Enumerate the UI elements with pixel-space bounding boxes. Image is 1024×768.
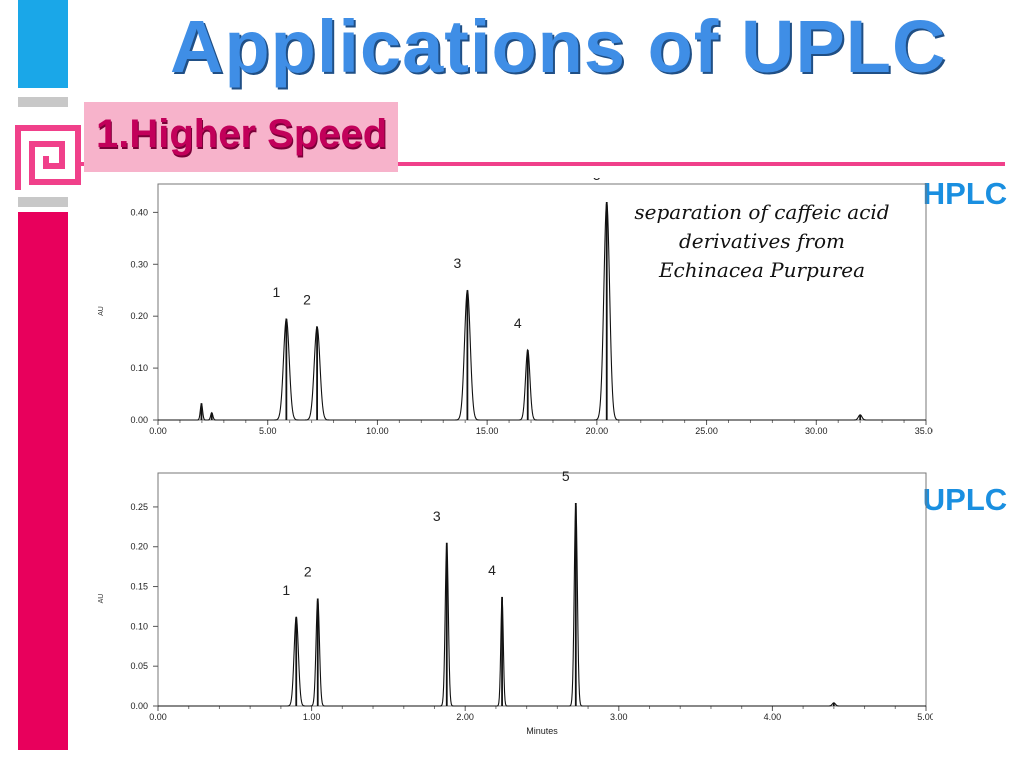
peak-label: 3 — [453, 255, 461, 271]
y-tick-label: 0.10 — [130, 621, 148, 631]
x-tick-label: 10.00 — [366, 426, 389, 436]
gray-divider-bar — [18, 97, 68, 107]
section-subtitle: 1.Higher Speed — [96, 112, 388, 156]
x-tick-label: 5.00 — [917, 712, 933, 722]
accent-line — [75, 162, 1005, 166]
greek-key-ornament — [15, 125, 81, 190]
x-tick-label: 1.00 — [303, 712, 321, 722]
x-tick-label: 25.00 — [695, 426, 718, 436]
y-tick-label: 0.00 — [130, 415, 148, 425]
peak-label: 3 — [433, 508, 441, 524]
y-tick-label: 0.20 — [130, 311, 148, 321]
y-tick-label: 0.20 — [130, 542, 148, 552]
x-tick-label: 30.00 — [805, 426, 828, 436]
x-axis-label: Minutes — [526, 726, 558, 736]
plot-frame — [157, 472, 927, 707]
x-tick-label: 20.00 — [586, 426, 609, 436]
y-tick-label: 0.40 — [130, 207, 148, 217]
x-tick-label: 0.00 — [149, 712, 167, 722]
y-tick-label: 0.25 — [130, 502, 148, 512]
subtitle-highlight — [84, 102, 398, 172]
y-tick-label: 0.10 — [130, 363, 148, 373]
x-tick-label: 3.00 — [610, 712, 628, 722]
x-tick-label: 5.00 — [259, 426, 277, 436]
x-tick-label: 35.00 — [915, 426, 933, 436]
peak-label: 2 — [303, 292, 311, 308]
peak-label: 1 — [282, 582, 290, 598]
pink-accent-bar — [18, 212, 68, 750]
x-tick-label: 0.00 — [149, 426, 167, 436]
peak-label: 5 — [562, 468, 570, 484]
y-tick-label: 0.15 — [130, 582, 148, 592]
x-tick-label: 2.00 — [456, 712, 474, 722]
y-axis-label: AU — [98, 306, 105, 316]
x-tick-label: 15.00 — [476, 426, 499, 436]
chromatogram-trace — [158, 504, 926, 707]
hplc-chromatogram-chart: 0.005.0010.0015.0020.0025.0030.0035.000.… — [98, 178, 933, 436]
y-tick-label: 0.30 — [130, 259, 148, 269]
peak-label: 4 — [488, 562, 496, 578]
uplc-label: UPLC — [922, 482, 1008, 517]
cyan-accent-bar — [18, 0, 68, 88]
separation-annotation: separation of caffeic acid derivatives f… — [634, 200, 890, 282]
peak-label: 2 — [304, 564, 312, 580]
peak-label: 1 — [272, 284, 280, 300]
peak-label: 4 — [514, 315, 522, 331]
gray-divider-bar — [18, 197, 68, 207]
y-tick-label: 0.00 — [130, 701, 148, 711]
uplc-chromatogram-chart: 0.00 1.00 2.00 3.00 4.00 5.00 0.00 0.05 0.10 0.15… — [98, 468, 933, 736]
x-tick-label: 4.00 — [764, 712, 782, 722]
hplc-label: HPLC — [922, 176, 1008, 211]
peak-label: 5 — [593, 178, 601, 183]
y-axis-label: AU — [98, 594, 105, 604]
y-tick-label: 0.05 — [130, 661, 148, 671]
page-title: Applications of UPLC — [170, 5, 947, 88]
